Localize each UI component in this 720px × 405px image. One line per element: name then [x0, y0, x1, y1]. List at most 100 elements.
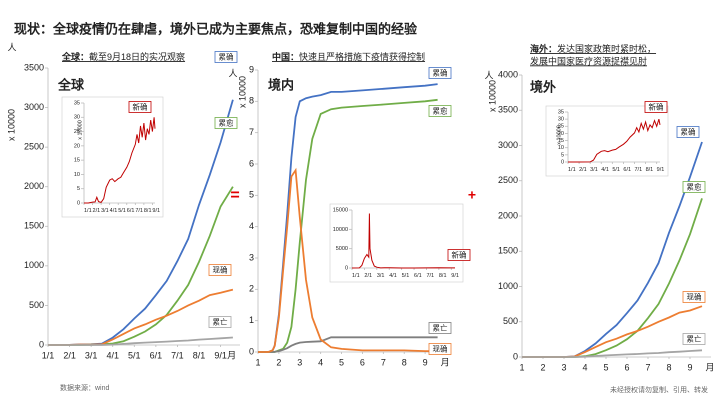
x-tick-label: 5/1	[402, 273, 410, 279]
series-line	[568, 118, 661, 163]
y-tick-label: 15000	[333, 207, 348, 213]
series-label: 新确	[649, 101, 664, 111]
chart-heading: 全球：截至9月18日的实况观察	[61, 51, 185, 62]
series-line	[351, 213, 455, 269]
y-tick-label: 7	[249, 127, 254, 137]
series-label: 累愈	[687, 181, 702, 191]
x-tick-label: 8/1	[193, 350, 206, 360]
series-line	[84, 117, 156, 204]
series-label: 新确	[133, 101, 148, 111]
subtitle: 截至9月18日的实况观察	[89, 51, 185, 62]
chart-heading: 海外：发达国家政策时紧时松，	[530, 43, 656, 54]
series-label: 累亡	[687, 333, 702, 343]
y-tick-label: 500	[503, 316, 518, 326]
y-tick-label: 3500	[498, 105, 518, 115]
x-tick-label: 7/1	[426, 273, 434, 279]
x-tick-label: 6/1	[150, 350, 163, 360]
series-label: 新确	[452, 249, 467, 259]
y-tick-label: 20	[558, 131, 564, 137]
x-tick-label: 2	[276, 357, 281, 367]
series-label-box	[208, 316, 232, 328]
x-tick-label: 6	[360, 357, 365, 367]
y-tick-label: 4000	[498, 69, 518, 79]
series-line	[48, 336, 233, 346]
x-tick-label: 1/1	[84, 208, 92, 214]
series-line	[258, 336, 438, 353]
series-line	[522, 305, 703, 358]
y-axis-label: x 10000	[237, 76, 247, 108]
inset-frame	[545, 105, 669, 177]
series-label-box	[682, 181, 706, 193]
series-line	[522, 349, 703, 358]
plot-label: 境外	[530, 79, 556, 94]
x-tick-label: 8/1	[144, 208, 152, 214]
y-tick-label: 35	[74, 100, 80, 106]
series-line	[258, 167, 438, 353]
chart-heading: 中国：快速且严格措施下疫情获得控制	[272, 51, 425, 62]
y-tick-label: 1500	[498, 246, 518, 256]
series-label-box	[644, 101, 668, 113]
series-label-box	[682, 333, 706, 345]
y-tick-label: 0	[39, 339, 44, 349]
x-tick-label: 1/1	[352, 273, 360, 279]
x-tick-label: 1/1	[42, 350, 55, 360]
y-tick-label: 25	[74, 129, 80, 135]
y-tick-label: 1	[249, 315, 254, 325]
y-tick-label: 3000	[498, 140, 518, 150]
series-label: 累确	[681, 126, 696, 136]
inset-frame	[61, 96, 164, 218]
x-tick-label: 5/1	[612, 167, 620, 173]
series-label: 累确	[433, 67, 448, 77]
y-tick-label: 2	[249, 284, 254, 294]
x-tick-label: 3	[561, 362, 566, 372]
y-unit: 人	[484, 70, 493, 80]
x-tick-label: 3/1	[85, 350, 98, 360]
disclaimer: 未经授权请勿复制、引用、转发	[610, 385, 708, 394]
plus-sign: +	[468, 187, 476, 203]
series-label: 累亡	[213, 316, 228, 326]
series-label: 现确	[433, 343, 448, 353]
y-tick-label: 1000	[498, 281, 518, 291]
heading: 海外：	[530, 43, 557, 54]
x-tick-label: 7	[645, 362, 650, 372]
y-tick-label: 4	[249, 221, 254, 231]
series-label-box	[428, 343, 452, 355]
inset-y-label: x 10000	[77, 120, 83, 140]
plot-label: 境内	[268, 77, 294, 92]
x-tick-label: 4	[582, 362, 587, 372]
x-tick-label: 1	[519, 362, 524, 372]
inset-y-label: x 10000	[556, 125, 562, 145]
series-line	[48, 288, 234, 346]
series-label-box	[447, 249, 471, 261]
series-label: 累愈	[219, 117, 234, 127]
x-unit: 月	[705, 362, 714, 372]
series-line	[522, 198, 703, 358]
y-tick-label: 8	[249, 96, 254, 106]
x-unit: 月	[227, 350, 236, 360]
y-axis-label: x 10000	[487, 80, 497, 112]
y-tick-label: 0	[345, 265, 348, 271]
y-unit: 人	[228, 68, 237, 78]
series-label-box	[208, 264, 232, 276]
x-tick-label: 3	[297, 357, 302, 367]
x-tick-label: 7/1	[135, 208, 143, 214]
x-tick-label: 5/1	[118, 208, 126, 214]
y-tick-label: 30	[558, 117, 564, 123]
y-tick-label: 10	[74, 172, 80, 178]
x-tick-label: 5	[603, 362, 608, 372]
x-tick-label: 1/1	[568, 167, 576, 173]
x-tick-label: 4/1	[110, 208, 118, 214]
series-label-box	[128, 101, 152, 113]
series-label-box	[428, 105, 452, 117]
x-tick-label: 4	[318, 357, 323, 367]
series-label: 累确	[219, 51, 234, 61]
x-tick-label: 1	[255, 357, 260, 367]
x-tick-label: 2	[540, 362, 545, 372]
y-tick-label: 500	[29, 300, 44, 310]
x-tick-label: 2/1	[93, 208, 101, 214]
series-label: 累亡	[433, 322, 448, 332]
y-tick-label: 5	[561, 152, 564, 158]
y-tick-label: 0	[513, 351, 518, 361]
y-tick-label: 0	[77, 200, 80, 206]
